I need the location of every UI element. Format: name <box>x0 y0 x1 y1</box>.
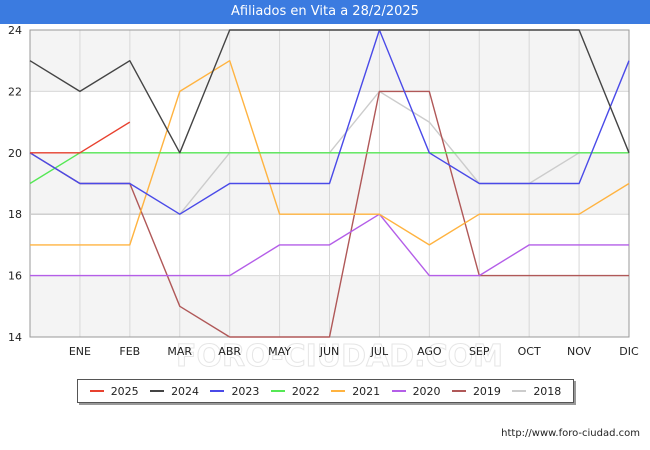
x-tick-label: ENE <box>69 345 91 358</box>
x-tick-label: JUL <box>370 345 389 358</box>
legend-label: 2020 <box>412 384 441 398</box>
series-line-2025 <box>30 121 131 154</box>
series-line-2021 <box>30 60 630 246</box>
series-line-2023 <box>29 29 630 215</box>
legend-item-2020: 2020 <box>391 384 441 398</box>
x-tick-label: AGO <box>417 345 442 358</box>
x-tick-label: MAY <box>268 345 291 358</box>
legend-item-2021: 2021 <box>331 385 380 398</box>
x-tick-label: NOV <box>567 345 592 358</box>
y-tick-label: 16 <box>8 270 22 283</box>
legend-label: 2019 <box>472 384 501 398</box>
series-line-2024 <box>29 29 630 154</box>
legend-label: 2022 <box>291 384 320 398</box>
legend-label: 2025 <box>110 384 139 398</box>
legend-item-2025: 2025 <box>89 384 139 398</box>
x-tick-label: MAR <box>167 345 192 358</box>
legend-swatch <box>150 390 165 392</box>
legend-item-2018: 2018 <box>512 385 561 398</box>
legend-swatch <box>331 390 346 392</box>
legend-item-2023: 2023 <box>210 385 259 398</box>
legend-swatch <box>512 390 527 392</box>
legend-label: 2023 <box>231 384 260 398</box>
y-tick-label: 22 <box>8 85 22 98</box>
footer-url: http://www.foro-ciudad.com <box>501 428 640 439</box>
legend-label: 2018 <box>533 384 562 398</box>
series-line-2022 <box>29 152 629 185</box>
legend-swatch <box>391 390 406 392</box>
legend-label: 2021 <box>352 384 381 398</box>
y-tick-label: 20 <box>8 147 22 160</box>
chart-legend: 2025 2024 2023 2022 2021 2020 2019 2018 <box>77 379 574 403</box>
legend-swatch <box>89 390 104 392</box>
y-tick-label: 24 <box>8 24 22 37</box>
legend-label: 2024 <box>171 384 200 398</box>
x-tick-label: SEP <box>469 345 490 358</box>
x-tick-label: FEB <box>119 345 140 358</box>
x-tick-label: JUN <box>319 345 340 358</box>
y-tick-label: 14 <box>8 331 22 344</box>
y-tick-label: 18 <box>8 208 22 221</box>
x-tick-label: DIC <box>619 345 639 358</box>
legend-swatch <box>210 390 225 392</box>
legend-item-2022: 2022 <box>270 384 320 398</box>
chart-title: Afiliados en Vita a 28/2/2025 <box>0 0 650 24</box>
legend-item-2024: 2024 <box>150 385 199 398</box>
legend-swatch <box>451 390 466 392</box>
watermark: FORO-CIUDAD.COM <box>176 339 503 374</box>
x-tick-label: ABR <box>218 345 241 358</box>
series-line-2020 <box>30 213 629 277</box>
legend-swatch <box>270 390 285 392</box>
legend-item-2019: 2019 <box>451 384 501 398</box>
x-tick-label: OCT <box>518 345 541 358</box>
